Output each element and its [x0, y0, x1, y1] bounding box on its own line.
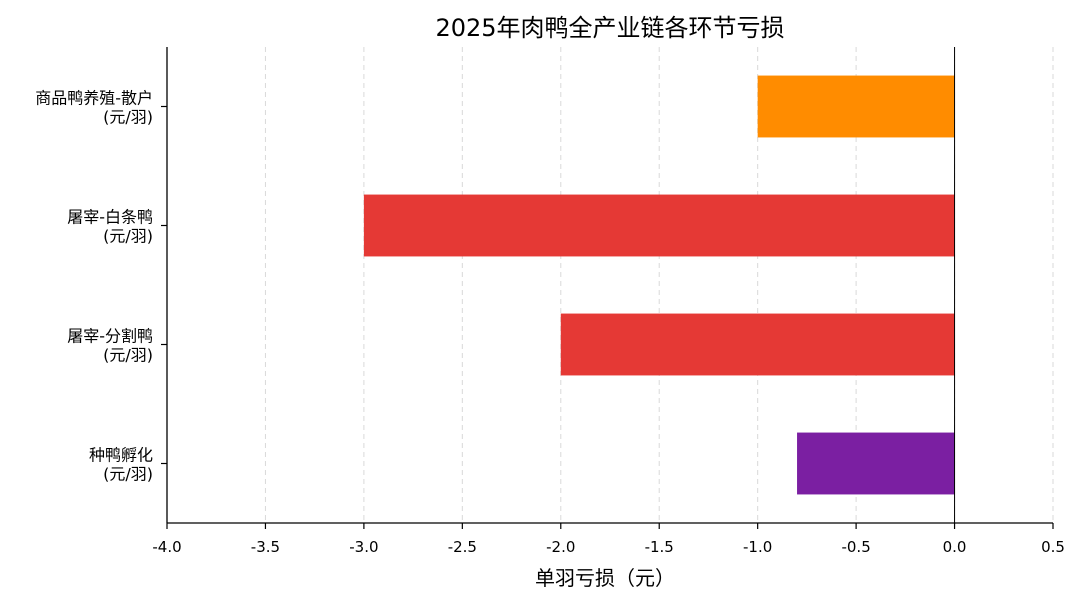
x-tick-label: 0.0: [943, 538, 967, 556]
x-tick-label: -1.5: [645, 538, 674, 556]
x-tick-labels: -4.0 -3.5 -3.0 -2.5 -2.0 -1.5 -1.0 -0.5 0.0 0.5: [152, 538, 1065, 556]
x-tick-label: -4.0: [152, 538, 181, 556]
x-tick-label: -2.5: [448, 538, 477, 556]
x-tick-label: -3.0: [349, 538, 378, 556]
category-label: 种鸭孵化: [89, 446, 153, 465]
category-unit-label: (元/羽): [103, 227, 153, 246]
category-unit-label: (元/羽): [103, 465, 153, 484]
category-unit-label: (元/羽): [103, 108, 153, 127]
axes: [161, 47, 1054, 529]
x-axis-label: 单羽亏损（元）: [535, 566, 675, 590]
bars: [363, 75, 955, 495]
category-label: 屠宰-分割鸭: [67, 327, 153, 346]
bar: [363, 194, 955, 257]
x-tick-label: -3.5: [251, 538, 280, 556]
chart-title: 2025年肉鸭全产业链各环节亏损: [435, 14, 784, 42]
category-label: 屠宰-白条鸭: [67, 208, 153, 227]
x-tick-label: -2.0: [546, 538, 575, 556]
category-unit-label: (元/羽): [103, 346, 153, 365]
x-tick-label: -0.5: [841, 538, 870, 556]
category-label: 商品鸭养殖-散户: [35, 89, 153, 108]
bar: [797, 432, 955, 495]
bar: [757, 75, 955, 138]
x-tick-label: 0.5: [1041, 538, 1065, 556]
bar: [560, 313, 955, 376]
category-labels: 商品鸭养殖-散户(元/羽)屠宰-白条鸭(元/羽)屠宰-分割鸭(元/羽)种鸭孵化(…: [35, 89, 153, 484]
x-tick-label: -1.0: [743, 538, 772, 556]
